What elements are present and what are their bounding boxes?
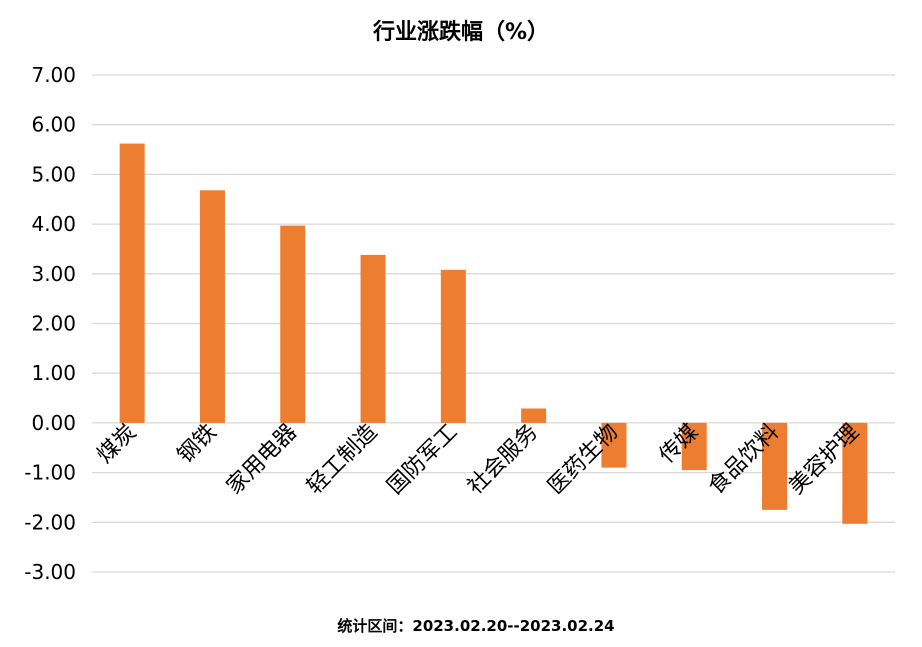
x-tick-label: 国防军工 (383, 420, 463, 500)
y-tick-label: 7.00 (31, 63, 76, 87)
x-tick-label: 社会服务 (463, 420, 543, 500)
y-tick-label: 1.00 (31, 361, 76, 385)
bar (440, 269, 466, 423)
bar (199, 190, 225, 423)
x-tick-label: 轻工制造 (302, 420, 382, 500)
bar (842, 422, 868, 524)
bar (601, 422, 627, 468)
y-tick-label: -2.00 (24, 510, 76, 534)
y-tick-label: 4.00 (31, 212, 76, 236)
bar (119, 143, 145, 423)
bar (681, 422, 707, 471)
bar (280, 225, 306, 423)
bar (360, 254, 386, 423)
y-tick-label: -1.00 (24, 461, 76, 485)
chart-footer: 统计区间：2023.02.20--2023.02.24 (337, 617, 615, 635)
x-tick-label: 煤炭 (93, 420, 142, 469)
y-tick-label: 5.00 (31, 162, 76, 186)
y-tick-label: 2.00 (31, 312, 76, 336)
bar (521, 408, 547, 423)
y-tick-label: 6.00 (31, 113, 76, 137)
y-tick-label: 0.00 (31, 411, 76, 435)
bar (762, 422, 788, 510)
y-tick-label: 3.00 (31, 262, 76, 286)
x-tick-label: 钢铁 (173, 420, 222, 469)
y-tick-label: -3.00 (24, 560, 76, 584)
x-tick-label: 家用电器 (222, 420, 302, 500)
chart-title: 行业涨跌幅（%） (372, 20, 550, 45)
